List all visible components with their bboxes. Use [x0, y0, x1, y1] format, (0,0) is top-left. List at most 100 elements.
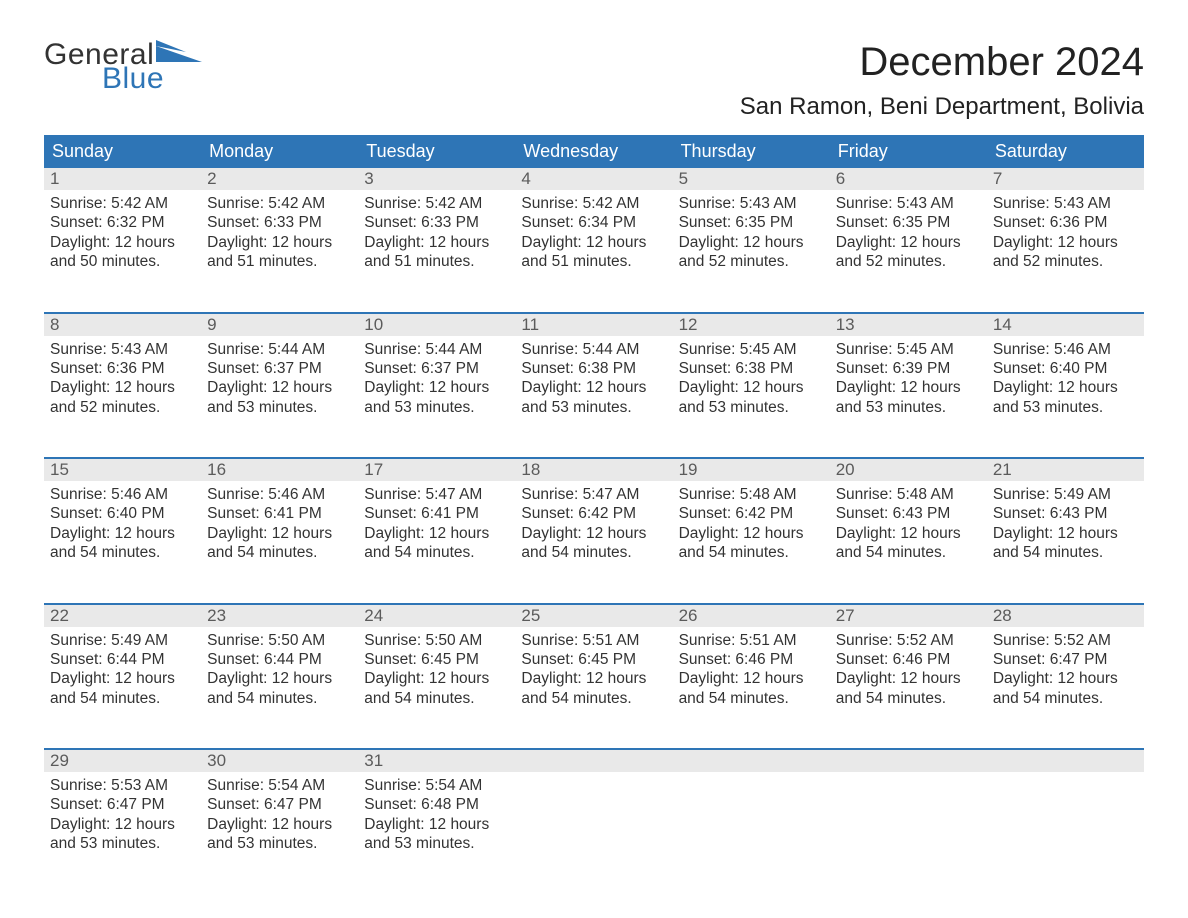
- sunrise: Sunrise: 5:45 AM: [679, 340, 824, 359]
- daylight-line1: Daylight: 12 hours: [993, 233, 1138, 252]
- day-number: 25: [515, 605, 672, 627]
- daylight-line2: and 54 minutes.: [50, 543, 195, 562]
- daylight-line1: Daylight: 12 hours: [521, 378, 666, 397]
- sunset: Sunset: 6:32 PM: [50, 213, 195, 232]
- daylight-line1: Daylight: 12 hours: [207, 233, 352, 252]
- sunset: Sunset: 6:33 PM: [364, 213, 509, 232]
- day-cell: Sunrise: 5:52 AMSunset: 6:46 PMDaylight:…: [830, 627, 987, 739]
- day-cell: Sunrise: 5:54 AMSunset: 6:48 PMDaylight:…: [358, 772, 515, 884]
- calendar-week: 15161718192021Sunrise: 5:46 AMSunset: 6:…: [44, 457, 1144, 593]
- day-number: 12: [673, 314, 830, 336]
- sunrise: Sunrise: 5:43 AM: [993, 194, 1138, 213]
- day-number: 16: [201, 459, 358, 481]
- day-cell: Sunrise: 5:52 AMSunset: 6:47 PMDaylight:…: [987, 627, 1144, 739]
- daylight-line2: and 54 minutes.: [679, 543, 824, 562]
- sunrise: Sunrise: 5:44 AM: [207, 340, 352, 359]
- daylight-line1: Daylight: 12 hours: [50, 378, 195, 397]
- daylight-line2: and 50 minutes.: [50, 252, 195, 271]
- sunrise: Sunrise: 5:45 AM: [836, 340, 981, 359]
- daylight-line2: and 53 minutes.: [993, 398, 1138, 417]
- sunset: Sunset: 6:38 PM: [521, 359, 666, 378]
- day-cell: Sunrise: 5:46 AMSunset: 6:41 PMDaylight:…: [201, 481, 358, 593]
- day-cell: [987, 772, 1144, 884]
- day-number: 14: [987, 314, 1144, 336]
- daylight-line2: and 53 minutes.: [679, 398, 824, 417]
- daylight-line1: Daylight: 12 hours: [836, 669, 981, 688]
- daylight-line2: and 52 minutes.: [50, 398, 195, 417]
- sunset: Sunset: 6:42 PM: [679, 504, 824, 523]
- sunset: Sunset: 6:47 PM: [993, 650, 1138, 669]
- day-body-row: Sunrise: 5:43 AMSunset: 6:36 PMDaylight:…: [44, 336, 1144, 448]
- sunrise: Sunrise: 5:49 AM: [50, 631, 195, 650]
- day-number: 22: [44, 605, 201, 627]
- day-body-row: Sunrise: 5:53 AMSunset: 6:47 PMDaylight:…: [44, 772, 1144, 884]
- sunset: Sunset: 6:48 PM: [364, 795, 509, 814]
- daylight-line2: and 51 minutes.: [521, 252, 666, 271]
- day-number: [673, 750, 830, 772]
- sunrise: Sunrise: 5:51 AM: [679, 631, 824, 650]
- day-number: 17: [358, 459, 515, 481]
- day-body-row: Sunrise: 5:42 AMSunset: 6:32 PMDaylight:…: [44, 190, 1144, 302]
- daylight-line1: Daylight: 12 hours: [993, 378, 1138, 397]
- sunset: Sunset: 6:35 PM: [679, 213, 824, 232]
- daylight-line1: Daylight: 12 hours: [364, 233, 509, 252]
- calendar-week: 22232425262728Sunrise: 5:49 AMSunset: 6:…: [44, 603, 1144, 739]
- daylight-line2: and 54 minutes.: [521, 689, 666, 708]
- day-number: 29: [44, 750, 201, 772]
- day-number: 6: [830, 168, 987, 190]
- daylight-line1: Daylight: 12 hours: [836, 378, 981, 397]
- day-cell: Sunrise: 5:44 AMSunset: 6:37 PMDaylight:…: [201, 336, 358, 448]
- day-number: 30: [201, 750, 358, 772]
- daylight-line2: and 54 minutes.: [50, 689, 195, 708]
- day-cell: Sunrise: 5:43 AMSunset: 6:35 PMDaylight:…: [673, 190, 830, 302]
- daylight-line2: and 52 minutes.: [836, 252, 981, 271]
- sunrise: Sunrise: 5:52 AM: [836, 631, 981, 650]
- day-cell: Sunrise: 5:50 AMSunset: 6:44 PMDaylight:…: [201, 627, 358, 739]
- sunrise: Sunrise: 5:47 AM: [364, 485, 509, 504]
- sunrise: Sunrise: 5:51 AM: [521, 631, 666, 650]
- day-cell: Sunrise: 5:42 AMSunset: 6:32 PMDaylight:…: [44, 190, 201, 302]
- sunrise: Sunrise: 5:43 AM: [679, 194, 824, 213]
- sunrise: Sunrise: 5:50 AM: [207, 631, 352, 650]
- day-cell: [673, 772, 830, 884]
- sunset: Sunset: 6:47 PM: [50, 795, 195, 814]
- daylight-line2: and 53 minutes.: [836, 398, 981, 417]
- sunset: Sunset: 6:43 PM: [993, 504, 1138, 523]
- day-number: 27: [830, 605, 987, 627]
- day-number: [515, 750, 672, 772]
- day-cell: Sunrise: 5:50 AMSunset: 6:45 PMDaylight:…: [358, 627, 515, 739]
- daylight-line2: and 54 minutes.: [207, 543, 352, 562]
- day-number: 21: [987, 459, 1144, 481]
- daylight-line1: Daylight: 12 hours: [364, 815, 509, 834]
- sunrise: Sunrise: 5:42 AM: [521, 194, 666, 213]
- daylight-line2: and 53 minutes.: [207, 398, 352, 417]
- sunrise: Sunrise: 5:44 AM: [364, 340, 509, 359]
- day-number: 1: [44, 168, 201, 190]
- sunset: Sunset: 6:46 PM: [679, 650, 824, 669]
- daylight-line2: and 53 minutes.: [364, 834, 509, 853]
- daylight-line1: Daylight: 12 hours: [364, 669, 509, 688]
- day-number-row: 15161718192021: [44, 459, 1144, 481]
- sunrise: Sunrise: 5:44 AM: [521, 340, 666, 359]
- day-number-row: 293031: [44, 750, 1144, 772]
- daylight-line2: and 53 minutes.: [521, 398, 666, 417]
- sunset: Sunset: 6:41 PM: [207, 504, 352, 523]
- sunrise: Sunrise: 5:52 AM: [993, 631, 1138, 650]
- sunset: Sunset: 6:43 PM: [836, 504, 981, 523]
- sunrise: Sunrise: 5:49 AM: [993, 485, 1138, 504]
- sunrise: Sunrise: 5:42 AM: [50, 194, 195, 213]
- month-title: December 2024: [740, 40, 1144, 85]
- daylight-line1: Daylight: 12 hours: [207, 378, 352, 397]
- daylight-line2: and 53 minutes.: [364, 398, 509, 417]
- day-number: 24: [358, 605, 515, 627]
- day-cell: Sunrise: 5:44 AMSunset: 6:38 PMDaylight:…: [515, 336, 672, 448]
- sunrise: Sunrise: 5:48 AM: [679, 485, 824, 504]
- sunset: Sunset: 6:34 PM: [521, 213, 666, 232]
- daylight-line2: and 54 minutes.: [836, 543, 981, 562]
- day-number: [987, 750, 1144, 772]
- daylight-line1: Daylight: 12 hours: [207, 669, 352, 688]
- logo-text-blue: Blue: [102, 64, 202, 94]
- day-number: 13: [830, 314, 987, 336]
- daylight-line1: Daylight: 12 hours: [50, 524, 195, 543]
- daylight-line2: and 52 minutes.: [679, 252, 824, 271]
